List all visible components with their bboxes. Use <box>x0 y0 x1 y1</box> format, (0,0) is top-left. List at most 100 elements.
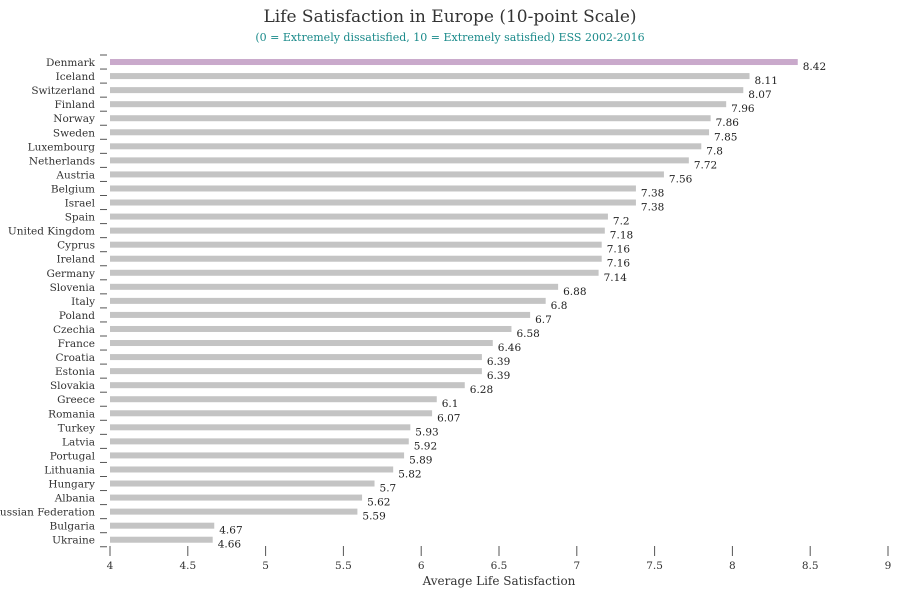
bar <box>110 452 405 459</box>
data-label: 4.67 <box>219 525 242 537</box>
data-label: 6.1 <box>442 398 459 410</box>
x-tick-label: 9 <box>885 560 892 572</box>
y-tick-label: Poland <box>59 310 95 322</box>
y-tick-label: Estonia <box>55 366 95 378</box>
y-tick-label: Germany <box>46 268 95 280</box>
y-tick-label: Luxembourg <box>28 141 96 153</box>
bar <box>110 494 363 501</box>
chart-subtitle: (0 = Extremely dissatisfied, 10 = Extrem… <box>255 31 645 44</box>
y-tick-label: Hungary <box>48 479 95 491</box>
data-label: 7.38 <box>641 202 664 214</box>
y-tick-label: Norway <box>53 113 95 125</box>
data-label: 4.66 <box>218 539 242 551</box>
y-tick-label: Netherlands <box>29 155 95 167</box>
data-label: 6.39 <box>487 370 510 382</box>
bar <box>110 508 358 515</box>
data-label: 7.18 <box>610 230 633 242</box>
data-label: 7.96 <box>731 103 755 115</box>
bar <box>110 424 411 431</box>
data-label: 7.14 <box>604 272 628 284</box>
bar <box>110 255 602 262</box>
bar <box>110 368 482 375</box>
y-tick-label: Spain <box>65 212 96 224</box>
x-axis-label: Average Life Satisfaction <box>422 574 576 588</box>
y-tick-label: Bulgaria <box>50 521 95 533</box>
data-label: 7.8 <box>706 145 723 157</box>
y-tick-label: France <box>58 338 95 350</box>
bar <box>110 227 605 234</box>
x-tick-label: 6 <box>418 560 425 572</box>
bar <box>110 354 482 361</box>
data-label: 7.86 <box>716 117 740 129</box>
bar <box>110 171 664 178</box>
bar <box>110 59 798 66</box>
data-label: 6.88 <box>563 286 586 298</box>
data-label: 5.92 <box>414 440 437 452</box>
y-tick-label: Denmark <box>46 57 96 69</box>
bar <box>110 396 437 403</box>
bar <box>110 213 608 220</box>
data-label: 6.07 <box>437 412 460 424</box>
y-tick-label: Israel <box>65 198 96 210</box>
bar <box>110 241 602 248</box>
data-label: 7.2 <box>613 216 630 228</box>
y-tick-label: Albania <box>54 493 95 505</box>
bar <box>110 297 546 304</box>
data-label: 7.85 <box>714 131 737 143</box>
y-tick-label: Turkey <box>58 422 95 434</box>
y-tick-label: Portugal <box>50 450 96 462</box>
bar <box>110 157 689 164</box>
data-label: 6.7 <box>535 314 552 326</box>
y-tick-label: Latvia <box>62 436 95 448</box>
data-label: 5.89 <box>409 454 432 466</box>
data-label: 8.11 <box>755 75 778 87</box>
data-label: 8.07 <box>748 89 771 101</box>
data-label: 6.28 <box>470 384 493 396</box>
y-tick-label: Ukraine <box>52 535 95 547</box>
y-tick-label: Belgium <box>51 183 95 195</box>
data-label: 7.16 <box>607 258 631 270</box>
x-tick-label: 5 <box>262 560 269 572</box>
y-axis: Denmark Iceland Switzerland Finland Norway Sw… <box>0 54 107 548</box>
bar <box>110 438 409 445</box>
data-label: 7.16 <box>607 244 631 256</box>
x-tick-label: 7 <box>573 560 580 572</box>
data-label: 5.62 <box>367 497 390 509</box>
data-label: 6.46 <box>498 342 522 354</box>
bar <box>110 269 599 276</box>
data-label: 7.56 <box>669 173 693 185</box>
chart-title: Life Satisfaction in Europe (10-point Sc… <box>263 7 637 27</box>
bar <box>110 87 744 94</box>
y-tick-label: Slovenia <box>50 282 95 294</box>
x-tick-label: 8 <box>729 560 736 572</box>
bar <box>110 143 702 150</box>
bar <box>110 283 559 290</box>
y-tick-label: Lithuania <box>44 464 95 476</box>
y-tick-label: Czechia <box>53 324 95 336</box>
bars: 8.42 8.11 8.07 7.96 7.86 7.85 7.8 7.727.56 7.38 7… <box>110 59 826 551</box>
data-label: 5.82 <box>398 468 421 480</box>
y-tick-label: Iceland <box>56 71 96 83</box>
y-tick-label: Croatia <box>56 352 95 364</box>
y-tick-label: Ireland <box>57 254 96 266</box>
x-tick-label: 7.5 <box>646 560 663 572</box>
bar <box>110 199 636 206</box>
data-label: 5.93 <box>415 426 438 438</box>
y-tick-label: Austria <box>55 169 95 181</box>
data-label: 6.8 <box>551 300 568 312</box>
bar <box>110 340 493 347</box>
y-tick-label: Romania <box>48 408 95 420</box>
bar <box>110 73 750 80</box>
bar <box>110 466 394 473</box>
bar <box>110 382 465 389</box>
data-label: 6.58 <box>516 328 539 340</box>
y-tick-label: Finland <box>54 99 95 111</box>
bar <box>110 410 433 417</box>
data-label: 5.7 <box>380 483 397 495</box>
y-tick-label: Russian Federation <box>0 507 95 519</box>
bar <box>110 325 512 332</box>
bar <box>110 522 215 529</box>
x-tick-label: 6.5 <box>491 560 508 572</box>
x-tick-label: 4 <box>107 560 114 572</box>
y-tick-label: Sweden <box>53 127 95 139</box>
